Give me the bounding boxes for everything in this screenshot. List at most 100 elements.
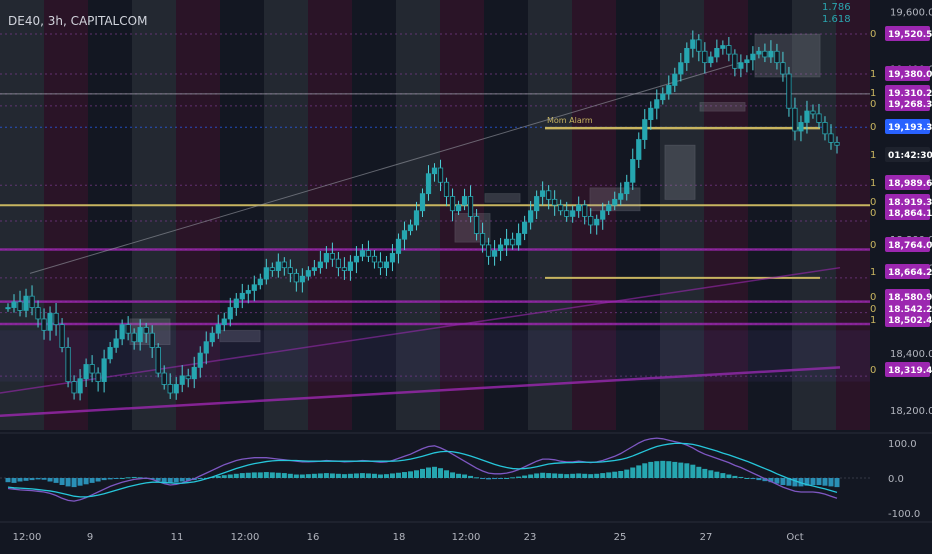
price-label-badge	[885, 26, 930, 41]
candle-body	[203, 341, 209, 354]
macd-histogram-bar	[642, 463, 648, 478]
macd-histogram-bar	[570, 473, 576, 478]
candle-body	[221, 318, 227, 326]
macd-histogram-bar	[293, 474, 299, 478]
candle-body	[798, 122, 804, 132]
macd-histogram-bar	[341, 474, 347, 478]
time-axis-label: 23	[524, 532, 537, 543]
macd-histogram-bar	[5, 478, 11, 483]
price-label-badge	[885, 362, 930, 377]
candle-body	[642, 119, 648, 140]
candle-body	[522, 221, 528, 234]
price-tick-label: 19,600.0	[890, 7, 932, 18]
macd-histogram-bar	[83, 478, 89, 485]
macd-histogram-bar	[131, 476, 137, 478]
macd-histogram-bar	[263, 472, 269, 478]
candle-body	[558, 204, 564, 212]
macd-histogram-bar	[426, 467, 432, 478]
candle-body	[600, 210, 606, 220]
trendline-gray	[29, 62, 741, 274]
candle-body	[347, 261, 354, 271]
macd-histogram-bar	[546, 473, 552, 478]
macd-histogram-bar	[323, 473, 329, 478]
candle-body	[431, 167, 438, 175]
macd-histogram-bar	[720, 473, 726, 478]
candle-body	[455, 204, 462, 212]
macd-histogram-bar	[29, 478, 35, 481]
macd-histogram-bar	[810, 478, 816, 485]
price-label-text: 18,664.2	[888, 268, 932, 278]
macd-histogram-bar	[257, 472, 263, 478]
macd-histogram-bar	[107, 478, 113, 480]
macd-histogram-bar	[774, 478, 780, 484]
macd-histogram-bar	[305, 474, 311, 478]
candle-body	[161, 372, 167, 385]
candle-body	[528, 210, 534, 223]
macd-histogram-bar	[359, 473, 365, 478]
macd-histogram-bar	[47, 478, 53, 482]
candle-body	[714, 48, 720, 58]
fib-mark: 1	[870, 315, 876, 326]
candle-body	[113, 338, 119, 348]
candle-body	[660, 93, 666, 101]
candle-body	[684, 48, 690, 64]
macd-histogram-bar	[552, 473, 558, 478]
zone-box	[664, 144, 696, 200]
price-label-badge	[885, 289, 930, 304]
macd-histogram-bar	[275, 472, 281, 478]
zone-box	[219, 329, 261, 343]
session-band	[792, 0, 836, 430]
fib-mark: 0	[870, 304, 876, 315]
macd-histogram-bar	[125, 477, 131, 479]
candle-body	[774, 50, 780, 64]
macd-histogram-bar	[444, 470, 450, 478]
macd-histogram-bar	[696, 466, 702, 478]
macd-histogram-bar	[173, 478, 179, 483]
candle-body	[359, 250, 366, 257]
macd-histogram-bar	[179, 478, 185, 482]
session-band	[132, 0, 176, 430]
macd-histogram-bar	[654, 461, 660, 478]
macd-histogram-bar	[534, 473, 540, 478]
candle-body	[612, 198, 618, 206]
price-label-badge	[885, 66, 930, 81]
macd-line	[7, 437, 838, 502]
candle-body	[594, 218, 600, 226]
candle-body	[636, 139, 642, 160]
candle-body	[29, 295, 35, 308]
macd-histogram-bar	[335, 473, 341, 478]
macd-histogram-bar	[714, 471, 720, 478]
macd-histogram-bar	[245, 472, 251, 478]
candle-body	[269, 267, 275, 271]
price-label-text: 18,580.9	[888, 293, 932, 303]
macd-histogram-bar	[197, 478, 203, 480]
candle-body	[17, 301, 23, 311]
candle-body	[389, 253, 396, 263]
macd-histogram-bar	[690, 464, 696, 478]
candle-body	[155, 347, 161, 374]
time-axis-label: 12:00	[13, 532, 42, 543]
candle-body	[179, 375, 185, 385]
session-band	[264, 0, 308, 430]
macd-histogram-bar	[239, 473, 245, 478]
macd-histogram-bar	[149, 478, 155, 480]
macd-histogram-bar	[792, 478, 798, 487]
candle-body	[125, 324, 131, 334]
macd-histogram-bar	[648, 461, 654, 478]
price-label-badge	[885, 312, 930, 327]
macd-histogram-bar	[744, 478, 750, 479]
macd-histogram-bar	[666, 461, 672, 478]
macd-histogram-bar	[233, 473, 239, 478]
price-label-text: 18,989.6	[888, 179, 932, 189]
macd-histogram-bar	[311, 473, 317, 478]
macd-histogram-bar	[419, 468, 426, 478]
macd-histogram-bar	[756, 478, 762, 481]
candle-body	[606, 204, 612, 212]
price-label-text: 01:42:30	[888, 151, 932, 161]
candle-body	[582, 204, 588, 217]
trendline-magenta-2	[0, 266, 841, 394]
macd-histogram-bar	[450, 472, 456, 478]
candle-body	[197, 352, 203, 368]
